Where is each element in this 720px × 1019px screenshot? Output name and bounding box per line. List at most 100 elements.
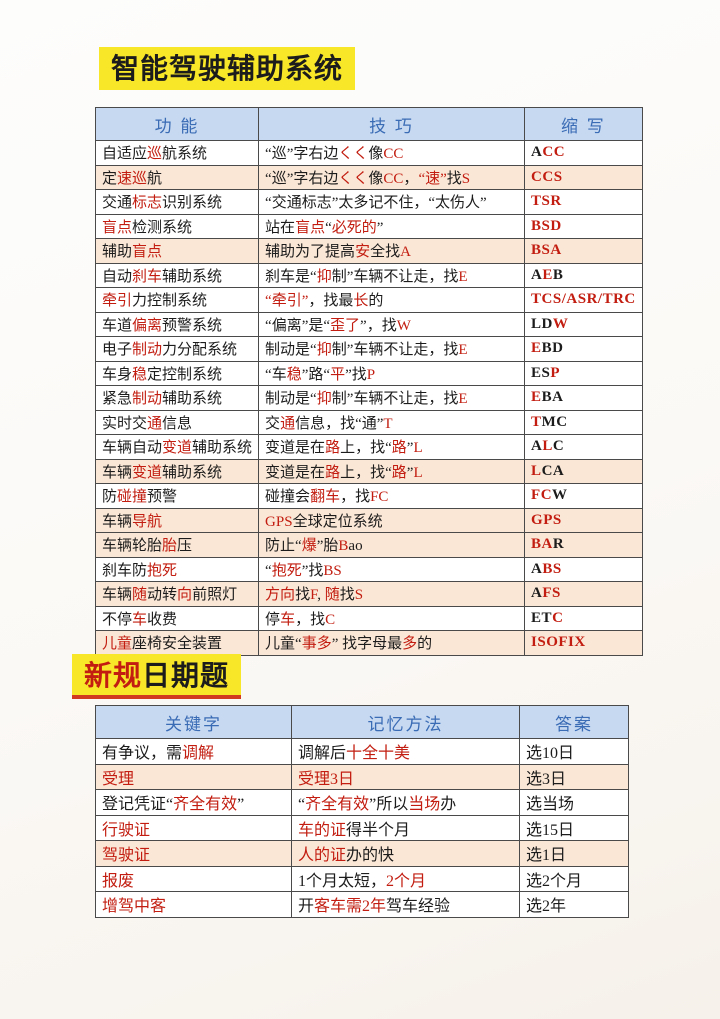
- answer-cell: ESP: [524, 360, 643, 386]
- tip-cell: 方向找F, 随找S: [258, 581, 526, 607]
- text-segment: 防止“: [265, 538, 302, 555]
- text-segment: L: [413, 440, 423, 457]
- answer-cell: BSD: [524, 213, 643, 239]
- text-segment: 选2年: [526, 898, 567, 916]
- text-segment: 选15日: [526, 821, 575, 839]
- text-segment: E: [458, 391, 468, 408]
- text-segment: 选1日: [526, 847, 567, 865]
- text-segment: BA: [531, 536, 553, 553]
- text-segment: B: [338, 538, 349, 555]
- text-segment: 报废: [102, 872, 135, 890]
- tip-cell: 碰撞会翻车，找FC: [258, 483, 526, 509]
- keyword-cell: 交通标志识别系统: [94, 189, 260, 215]
- text-segment: 巡: [147, 146, 163, 163]
- answer-cell: 选10日: [519, 738, 629, 765]
- tip-cell: 人的证办的快: [291, 840, 520, 867]
- answer-cell: TCS/ASR/TRC: [524, 287, 643, 313]
- keyword-cell: 车辆导航: [94, 507, 260, 533]
- text-segment: 车辆: [102, 464, 133, 481]
- text-segment: 辅助为了提高: [265, 244, 356, 261]
- text-segment: 牵引: [102, 293, 133, 310]
- text-segment: 制动: [132, 391, 163, 408]
- text-segment: 辅助: [102, 244, 133, 261]
- text-segment: 客车需2年: [314, 898, 387, 916]
- table-row: 辅助盲点 辅助为了提高安全找A BSA: [94, 238, 643, 264]
- text-segment: 随: [324, 587, 340, 604]
- text-segment: 儿童: [102, 636, 133, 653]
- text-segment: 制”车辆不让走，找: [331, 268, 459, 285]
- text-segment: 十全十美: [346, 745, 411, 763]
- text-segment: 调解: [182, 745, 215, 763]
- keyword-cell: 增驾中客: [95, 891, 292, 918]
- tip-cell: “车稳”路“平”找P: [258, 360, 526, 386]
- text-segment: 路: [325, 464, 341, 481]
- keyword-cell: 实时交通信息: [94, 409, 260, 435]
- text-segment: GPS: [531, 511, 562, 528]
- tip-cell: “牵引”，找最长的: [258, 287, 526, 313]
- text-segment: 翻车: [310, 489, 341, 506]
- text-segment: 车: [280, 611, 296, 628]
- column-header: 技 巧: [258, 107, 526, 141]
- text-segment: 站在: [265, 219, 296, 236]
- text-segment: P: [550, 364, 561, 381]
- text-segment: 路: [391, 464, 407, 481]
- table-row: 有争议，需调解 调解后十全十美 选10日: [95, 738, 629, 765]
- text-segment: “巡”字右边: [265, 170, 339, 187]
- text-segment: 变道是在: [265, 464, 326, 481]
- text-segment: “: [298, 796, 306, 814]
- text-segment: 找: [339, 587, 355, 604]
- text-segment: “速”: [418, 170, 447, 187]
- keyword-cell: 不停车收费: [94, 605, 260, 631]
- text-segment: ”路“: [301, 366, 331, 383]
- text-segment: 刹车是“: [265, 268, 317, 285]
- text-segment: 齐全有效: [305, 796, 370, 814]
- table-row: 防碰撞预警 碰撞会翻车，找FC FCW: [94, 483, 643, 509]
- answer-cell: CCS: [524, 164, 643, 190]
- text-segment: MC: [541, 413, 568, 430]
- text-segment: 必死的: [331, 219, 377, 236]
- text-segment: L: [542, 438, 553, 455]
- text-segment: 力分配系统: [162, 342, 238, 359]
- tip-cell: “巡”字右边くく像CC，“速”找S: [258, 164, 526, 190]
- text-segment: “: [265, 562, 272, 579]
- text-segment: 车辆: [102, 587, 133, 604]
- text-segment: 识别系统: [162, 195, 223, 212]
- text-segment: 长: [353, 293, 369, 310]
- table-row: 车辆轮胎胎压 防止“爆”胎Bao BAR: [94, 532, 643, 558]
- text-segment: 制动是“: [265, 391, 317, 408]
- text-segment: 交通: [102, 195, 133, 212]
- text-segment: 抑: [316, 268, 332, 285]
- keyword-cell: 车辆变道辅助系统: [94, 458, 260, 484]
- text-segment: 人的证: [298, 847, 347, 865]
- table-row: 电子制动力分配系统 制动是“抑制”车辆不让走，找E EBD: [94, 336, 643, 362]
- text-segment: 制”车辆不让走，找: [331, 342, 459, 359]
- keyword-cell: 报废: [95, 865, 292, 892]
- text-segment: 抱死: [271, 562, 302, 579]
- table-row: 交通标志识别系统 “交通标志”太多记不住，“太伤人” TSR: [94, 189, 643, 215]
- text-segment: 的: [368, 293, 384, 310]
- text-segment: 紧急: [102, 391, 133, 408]
- text-segment: 不停: [102, 611, 133, 628]
- text-segment: “巡”字右边: [265, 146, 339, 163]
- keyword-cell: 车辆随动转向前照灯: [94, 581, 260, 607]
- text-segment: 交: [265, 415, 281, 432]
- answer-cell: 选3日: [519, 763, 629, 790]
- text-segment: 前照灯: [192, 587, 238, 604]
- text-segment: 驾驶证: [102, 847, 151, 865]
- answer-cell: AEB: [524, 262, 643, 288]
- text-segment: TSR: [531, 193, 562, 210]
- text-segment: 通: [147, 415, 163, 432]
- text-segment: ”: [406, 440, 414, 457]
- text-segment: 定: [102, 170, 118, 187]
- text-segment: 预警: [147, 489, 178, 506]
- text-segment: 智能驾驶辅助系统: [111, 53, 344, 84]
- text-segment: 胎: [162, 538, 178, 555]
- text-segment: “交通标志”太多记不住，“太伤人”: [265, 195, 487, 212]
- table-row: 车辆随动转向前照灯 方向找F, 随找S AFS: [94, 581, 643, 607]
- text-segment: BS: [542, 560, 562, 577]
- text-segment: 动转: [147, 587, 178, 604]
- table-row: 登记凭证“齐全有效” “齐全有效”所以当场办 选当场: [95, 789, 629, 816]
- text-segment: ”胎: [316, 538, 339, 555]
- tip-cell: 交通信息，找“通”T: [258, 409, 526, 435]
- header-row: 功 能技 巧缩 写: [94, 107, 643, 141]
